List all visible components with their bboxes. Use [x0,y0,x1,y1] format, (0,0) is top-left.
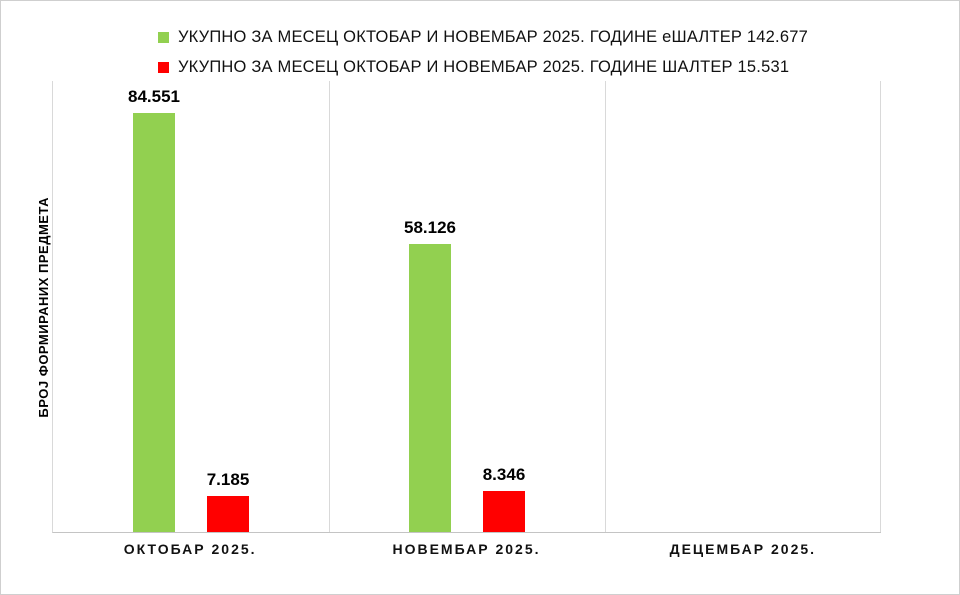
vertical-gridline [604,81,606,532]
bar-value-label: 8.346 [482,464,526,484]
green-legend-swatch-icon [158,31,169,43]
bar-value-label: 7.185 [206,470,250,490]
category-slot-decembar [605,81,881,532]
x-axis-label-novembar: НОВЕМБАР 2025. [392,541,541,557]
bar-value-label: 58.126 [404,217,456,237]
category-slot-novembar: 58.126 8.346 [329,81,605,532]
x-axis-label-oktobar: ОКТОБАР 2025. [123,541,257,557]
bar-eshalter-ОКТОБАР 2025.: 84.551 [128,87,180,532]
vertical-gridline [880,81,881,532]
category-slot-oktobar: 84.551 7.185 [53,81,329,532]
bar-shalter-НОВЕМБАР 2025.: 8.346 [483,465,525,532]
plot-area: 84.551 7.185 58.126 8.346 [52,81,881,533]
x-axis-label-decembar: ДЕЦЕМБАР 2025. [669,541,817,557]
legend-item-shalter: УКУПНО ЗА МЕСЕЦ ОКТОБАР И НОВЕМБАР 2025.… [158,52,808,82]
red-legend-swatch-icon [158,61,169,73]
chart-legend: УКУПНО ЗА МЕСЕЦ ОКТОБАР И НОВЕМБАР 2025.… [158,22,808,82]
vertical-gridline [328,81,330,532]
y-axis-title: БРОЈ ФОРМИРАНИХ ПРЕДМЕТА [35,196,51,418]
legend-label-eshalter: УКУПНО ЗА МЕСЕЦ ОКТОБАР И НОВЕМБАР 2025.… [178,27,808,46]
legend-item-eshalter: УКУПНО ЗА МЕСЕЦ ОКТОБАР И НОВЕМБАР 2025.… [158,22,808,52]
bar-eshalter-НОВЕМБАР 2025.: 58.126 [404,218,456,532]
legend-label-shalter: УКУПНО ЗА МЕСЕЦ ОКТОБАР И НОВЕМБАР 2025.… [178,57,790,76]
bar-value-label: 84.551 [128,86,180,106]
bar-shalter-ОКТОБАР 2025.: 7.185 [207,470,249,532]
y-axis-title-container: БРОЈ ФОРМИРАНИХ ПРЕДМЕТА [34,81,52,533]
x-axis: ОКТОБАР 2025. НОВЕМБАР 2025. ДЕЦЕМБАР 20… [52,541,881,557]
